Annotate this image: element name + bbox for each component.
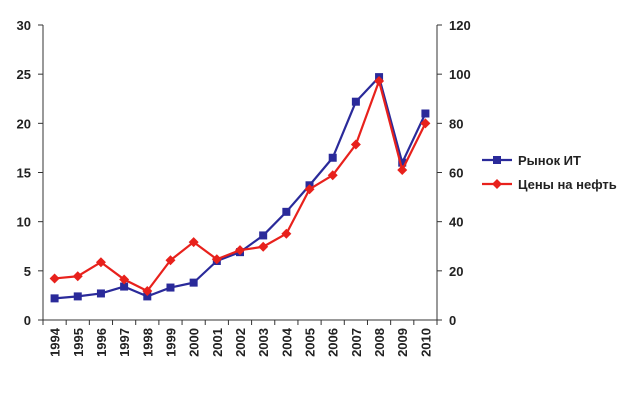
data-point-2005	[304, 184, 315, 195]
data-point-1994	[50, 294, 59, 303]
legend-item-oil-prices: Цены на нефть	[482, 177, 617, 192]
data-point-2004	[282, 207, 291, 216]
data-point-2003	[258, 241, 269, 252]
chart-axes: 0 5 10 15 20 25 30 0 20 40 60 80 100 120	[17, 18, 471, 328]
left-y-tick-label: 0	[24, 313, 31, 328]
data-point-1999	[165, 255, 176, 266]
series-line	[54, 79, 427, 293]
series-oil-prices	[49, 76, 431, 296]
x-tick-label-2010: 2010	[418, 328, 433, 357]
x-tick-label-1994: 1994	[48, 327, 63, 357]
x-tick-label-2000: 2000	[187, 328, 202, 357]
x-tick-label-2003: 2003	[256, 328, 271, 357]
x-tick-label-2006: 2006	[326, 328, 341, 357]
left-y-tick-label: 25	[17, 67, 31, 82]
right-y-tick-label: 0	[449, 313, 456, 328]
x-tick-label-2007: 2007	[349, 328, 364, 357]
data-point-2007	[350, 139, 361, 150]
right-y-tick-label: 120	[449, 18, 471, 33]
x-tick-label-1996: 1996	[94, 328, 109, 357]
chart-series	[49, 73, 431, 303]
x-axis-tick-labels: 1994 1995 1996 1997 1998 1999 2000 2001 2002 2003…	[48, 327, 434, 357]
right-y-tick-label: 60	[449, 166, 463, 181]
data-point-2001	[211, 254, 222, 265]
data-point-1999	[166, 283, 175, 292]
left-y-tick-label: 20	[17, 116, 31, 131]
x-tick-label-2004: 2004	[279, 327, 294, 357]
left-y-tick-label: 15	[17, 166, 31, 181]
x-tick-label-1999: 1999	[163, 328, 178, 357]
legend-marker-it-market	[493, 156, 501, 164]
legend-item-it-market: Рынок ИТ	[482, 153, 581, 168]
x-tick-label-1997: 1997	[117, 328, 132, 357]
data-point-2002	[235, 245, 245, 256]
data-point-2010	[421, 109, 430, 118]
x-tick-label-1995: 1995	[71, 328, 86, 357]
data-point-1995	[73, 292, 82, 301]
x-tick-label-2001: 2001	[210, 328, 225, 357]
data-point-1996	[95, 257, 106, 268]
left-y-tick-label: 30	[17, 18, 31, 33]
left-y-tick-label: 10	[17, 215, 31, 230]
legend: Рынок ИТ Цены на нефть	[482, 153, 617, 192]
data-point-1997	[119, 274, 130, 285]
data-point-2008	[374, 76, 385, 87]
legend-marker-oil-prices	[492, 179, 502, 189]
data-point-2009	[398, 158, 407, 167]
x-tick-label-2002: 2002	[233, 328, 248, 357]
right-y-tick-label: 40	[449, 215, 463, 230]
right-y-tick-label: 100	[449, 67, 471, 82]
right-y-tick-label: 80	[449, 116, 463, 131]
x-tick-label-2009: 2009	[395, 328, 410, 357]
data-point-1995	[72, 271, 83, 282]
data-point-1996	[96, 289, 105, 298]
data-point-1997	[120, 282, 129, 291]
legend-label-it-market: Рынок ИТ	[518, 153, 581, 168]
data-point-2000	[188, 237, 199, 248]
data-point-2004	[281, 228, 292, 239]
data-point-1994	[49, 273, 60, 284]
data-point-2007	[351, 97, 360, 106]
data-point-1998	[142, 285, 153, 296]
series-line	[54, 76, 427, 300]
data-point-2006	[327, 170, 338, 181]
data-point-2003	[259, 231, 268, 240]
data-point-2010	[420, 118, 431, 129]
x-tick-label-2008: 2008	[372, 328, 387, 357]
legend-label-oil-prices: Цены на нефть	[518, 177, 617, 192]
data-point-1998	[143, 292, 152, 301]
x-tick-label-1998: 1998	[140, 328, 155, 357]
right-y-tick-label: 20	[449, 264, 463, 279]
data-point-2006	[328, 153, 337, 162]
x-tick-label-2005: 2005	[303, 328, 318, 357]
data-point-2000	[189, 278, 198, 287]
data-point-2009	[397, 165, 408, 176]
left-y-tick-label: 5	[24, 264, 31, 279]
